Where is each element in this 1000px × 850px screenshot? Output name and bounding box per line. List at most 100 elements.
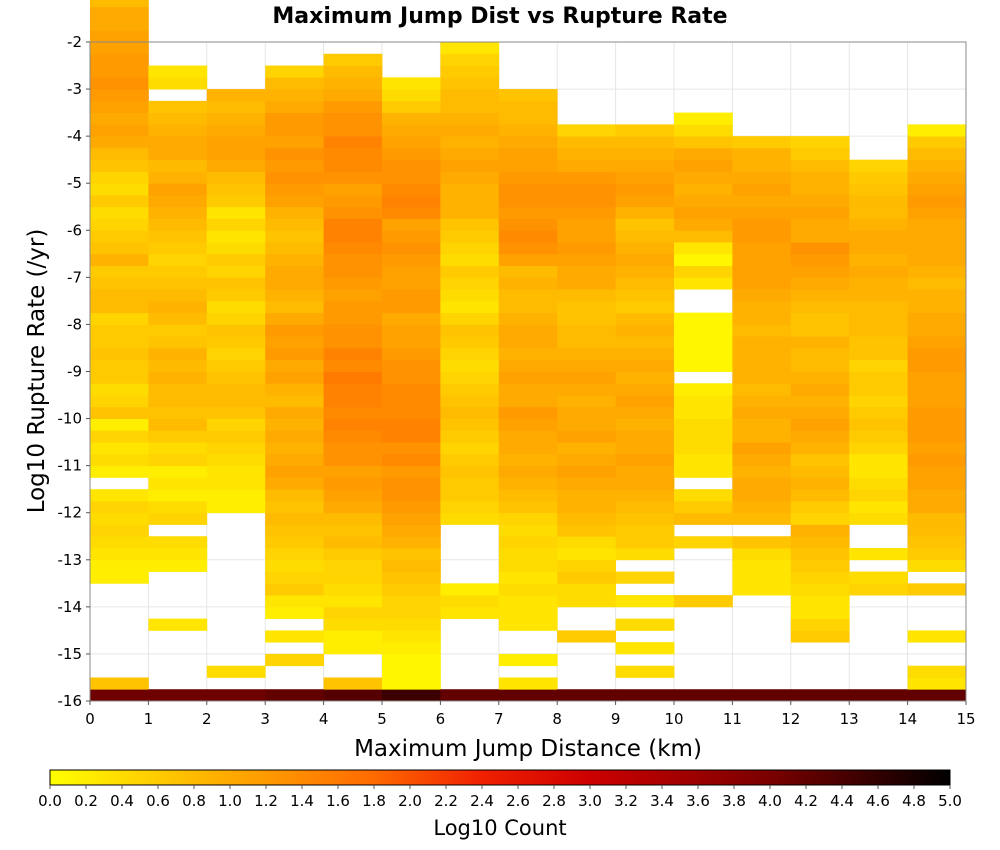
heatmap-cell (382, 383, 441, 396)
heatmap-cell (790, 548, 850, 561)
heatmap-cell (265, 77, 324, 90)
heatmap-cell (907, 371, 967, 384)
heatmap-cell (323, 642, 383, 655)
heatmap-cell (732, 230, 792, 243)
heatmap-cell (790, 383, 850, 396)
heatmap-cell (265, 500, 324, 514)
y-tick-label: -14 (58, 598, 83, 616)
heatmap-cell (732, 183, 792, 196)
heatmap-cell (790, 442, 850, 455)
heatmap-cell (732, 371, 792, 384)
heatmap-cell (265, 383, 324, 396)
colorbar-tick-label: 0.8 (182, 792, 206, 810)
heatmap-cell (382, 618, 441, 631)
heatmap-cell (90, 489, 149, 502)
heatmap-cell (615, 536, 675, 549)
heatmap-cell (90, 312, 149, 325)
heatmap-cell (265, 630, 324, 643)
heatmap-cell (790, 477, 850, 490)
heatmap-cell (849, 159, 908, 172)
heatmap-cell (674, 159, 733, 172)
heatmap-cell (615, 442, 675, 455)
heatmap-cell (498, 677, 558, 690)
heatmap-cell (440, 289, 500, 302)
heatmap-cell (615, 147, 675, 161)
heatmap-cell (90, 453, 149, 467)
heatmap-cell (849, 194, 908, 208)
heatmap-cell (498, 359, 558, 372)
heatmap-cell (732, 206, 792, 219)
heatmap-cell (790, 230, 850, 243)
heatmap-cell (382, 606, 441, 620)
heatmap-cell (90, 324, 149, 337)
heatmap-cell (732, 536, 792, 549)
heatmap-cell (323, 477, 383, 490)
heatmap-cell (323, 465, 383, 478)
heatmap-cell (849, 442, 908, 455)
heatmap-cell (674, 395, 733, 408)
heatmap-cell (907, 171, 967, 184)
heatmap-cell (148, 218, 208, 231)
heatmap-cell (206, 300, 266, 314)
heatmap-cell (790, 300, 850, 314)
heatmap-cell (323, 677, 383, 690)
heatmap-cell (206, 324, 266, 337)
heatmap-cell (790, 147, 850, 161)
heatmap-cell (732, 136, 792, 149)
heatmap-cell (498, 571, 558, 584)
heatmap-cell (849, 395, 908, 408)
heatmap-cell (382, 665, 441, 678)
heatmap-cell (907, 559, 967, 572)
heatmap-cell (382, 571, 441, 584)
heatmap-cell (674, 336, 733, 349)
heatmap-cell (206, 124, 266, 137)
colorbar-tick-label: 4.2 (794, 792, 818, 810)
heatmap-cell (732, 277, 792, 290)
heatmap-cell (265, 453, 324, 467)
heatmap-cell (323, 583, 383, 596)
heatmap-cell (382, 559, 441, 572)
heatmap-cell (148, 265, 208, 278)
heatmap-cell (849, 336, 908, 349)
heatmap-cell (265, 477, 324, 490)
heatmap-cell (440, 359, 500, 372)
heatmap-cell (498, 559, 558, 572)
heatmap-cell (615, 406, 675, 419)
heatmap-cell (440, 489, 500, 502)
heatmap-cell (206, 406, 266, 419)
heatmap-cell (440, 430, 500, 443)
heatmap-cell (849, 324, 908, 337)
heatmap-cell (90, 371, 149, 384)
heatmap-cell (323, 147, 383, 161)
heatmap-cell (382, 642, 441, 655)
heatmap-cell (265, 536, 324, 549)
heatmap-cell (323, 571, 383, 584)
heatmap-cell (90, 77, 149, 90)
heatmap-cell (206, 383, 266, 396)
heatmap-cell (382, 489, 441, 502)
heatmap-cell (907, 665, 967, 678)
heatmap-cell (557, 630, 616, 643)
heatmap-cell (382, 442, 441, 455)
x-tick-label: 12 (781, 710, 800, 728)
heatmap-cell (323, 453, 383, 467)
heatmap-cell (557, 524, 616, 537)
heatmap-cell (148, 465, 208, 478)
heatmap-cell (498, 595, 558, 608)
heatmap-cell (557, 548, 616, 561)
heatmap-cell (732, 571, 792, 584)
heatmap-cell (790, 289, 850, 302)
heatmap-cell (148, 383, 208, 396)
heatmap-cell (907, 524, 967, 537)
heatmap-cell (382, 124, 441, 137)
heatmap-cell (498, 536, 558, 549)
heatmap-cell (674, 218, 733, 231)
heatmap-cell (557, 289, 616, 302)
heatmap-cell (90, 30, 149, 43)
heatmap-cell (615, 206, 675, 219)
heatmap-cell (148, 136, 208, 149)
heatmap-cell (849, 383, 908, 396)
heatmap-cell (323, 171, 383, 184)
heatmap-cell (732, 336, 792, 349)
heatmap-cell (265, 242, 324, 255)
